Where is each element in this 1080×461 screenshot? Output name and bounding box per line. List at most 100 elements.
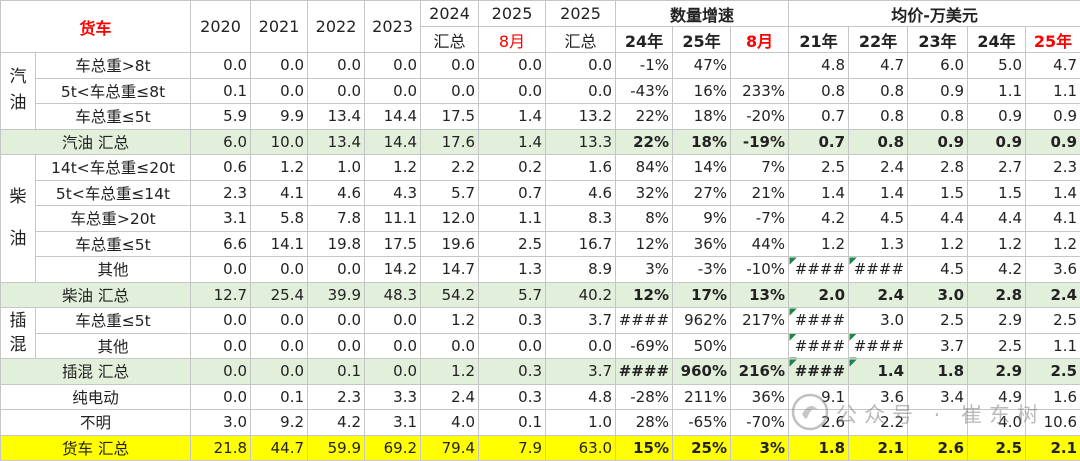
growth-cell: #### [615,307,674,334]
growth-cell: 50% [672,332,732,359]
price-cell: 1.5 [907,179,969,206]
total-label: 货车 汇总 [0,434,192,461]
value-cell: 4.2 [307,409,366,436]
price-cell: 0.8 [788,77,850,104]
price-cell: 4.7 [1025,52,1080,79]
value-cell: 19.6 [420,230,480,257]
price-cell: 1.8 [907,358,969,385]
header-year-2020: 2020 [190,0,252,53]
value-cell: 0.0 [420,77,480,104]
value-cell: 4.0 [420,409,480,436]
value-cell: 9.9 [250,103,309,130]
value-cell: 1.0 [307,154,366,181]
row-label: 纯电动 [0,383,192,410]
table-row: 插混 车总重≤5t 0.0 0.0 0.0 0.0 1.2 0.3 3.7 #### 962% 217… [0,307,1080,359]
price-cell: #### [848,256,909,283]
price-cell: 0.9 [967,128,1027,155]
value-cell: 0.0 [190,383,252,410]
price-cell: 2.6 [907,434,969,461]
value-cell: 14.7 [420,256,480,283]
price-cell: 0.8 [848,103,909,130]
growth-cell: #### [615,358,674,385]
value-cell: 14.4 [364,128,422,155]
value-cell: 14.4 [364,103,422,130]
value-cell: 0.0 [250,307,309,334]
value-cell: 0.0 [190,358,252,385]
row-label: 车总重>8t [34,52,192,79]
table-body: 汽油 车总重>8t 0.0 0.0 0.0 0.0 0.0 0.0 0.0 -1% 47% 4.8 4.… [0,52,1080,461]
subtotal-row: 汽油 汇总 6.0 10.0 13.4 14.4 17.6 1.4 13.3 22% 18% -19… [0,128,1080,155]
value-cell: 0.0 [190,256,252,283]
value-cell: 2.4 [420,383,480,410]
price-cell: 4.9 [967,383,1027,410]
value-cell: 0.0 [364,332,422,359]
value-cell: 1.2 [420,358,480,385]
growth-cell: 12% [615,281,674,308]
value-cell: 5.9 [190,103,252,130]
value-cell: 25.4 [250,281,309,308]
growth-cell: 15% [615,434,674,461]
row-label: 其他 [34,332,192,359]
header-2024-year: 2024 [420,0,480,27]
row-label: 不明 [0,409,192,436]
price-cell: 1.5 [967,179,1027,206]
value-cell: 1.2 [420,307,480,334]
value-cell: 0.0 [250,77,309,104]
value-cell: 0.0 [307,332,366,359]
header-2025-year: 2025 [545,0,617,27]
growth-cell: 16% [672,77,732,104]
price-cell: 0.7 [788,103,850,130]
value-cell: 6.0 [190,128,252,155]
growth-cell: -3% [672,256,732,283]
value-cell: 3.7 [545,307,617,334]
value-cell: 5.8 [250,205,309,232]
value-cell: 0.1 [250,383,309,410]
value-cell: 12.7 [190,281,252,308]
value-cell: 1.2 [250,154,309,181]
value-cell: 1.2 [364,154,422,181]
price-cell: 3.0 [907,281,969,308]
growth-cell: 18% [672,128,732,155]
price-cell: 4.7 [848,52,909,79]
price-cell: 1.4 [848,358,909,385]
price-cell: 3.6 [1025,256,1080,283]
row-label: 车总重≤5t [34,230,192,257]
value-cell: 4.6 [545,179,617,206]
price-cell: 1.1 [1025,77,1080,104]
growth-cell: 84% [615,154,674,181]
price-cell: 2.9 [967,307,1027,334]
price-cell: 4.2 [788,205,850,232]
value-cell: 3.1 [364,409,422,436]
value-cell: 8.9 [545,256,617,283]
value-cell: 8.3 [545,205,617,232]
value-cell: 1.4 [478,128,547,155]
price-cell: 0.9 [967,103,1027,130]
value-cell: 39.9 [307,281,366,308]
value-cell: 6.6 [190,230,252,257]
price-cell: 4.2 [967,256,1027,283]
price-cell: 2.1 [1025,434,1080,461]
price-cell: 1.2 [1025,230,1080,257]
total-row: 货车 汇总 21.8 44.7 59.9 69.2 79.4 7.9 63.0 15% 25% 3%… [0,434,1080,461]
value-cell: 17.6 [420,128,480,155]
header-growth-25: 25年 [672,26,732,53]
value-cell: 1.1 [478,205,547,232]
row-label: 车总重>20t [34,205,192,232]
group-label-text: 柴油 [9,186,27,250]
value-cell: 1.4 [478,103,547,130]
price-cell: 4.1 [1025,205,1080,232]
price-cell: 1.4 [788,179,850,206]
value-cell: 0.0 [420,52,480,79]
price-cell: 2.5 [788,154,850,181]
value-cell: 4.3 [364,179,422,206]
value-cell: 0.1 [307,358,366,385]
growth-cell: 960% [672,358,732,385]
price-cell: 1.2 [967,230,1027,257]
value-cell: 10.0 [250,128,309,155]
header-year-2023: 2023 [364,0,422,53]
value-cell: 0.0 [364,358,422,385]
price-cell: 2.4 [848,281,909,308]
header-price-23: 23年 [907,26,969,53]
header-growth-24: 24年 [615,26,674,53]
